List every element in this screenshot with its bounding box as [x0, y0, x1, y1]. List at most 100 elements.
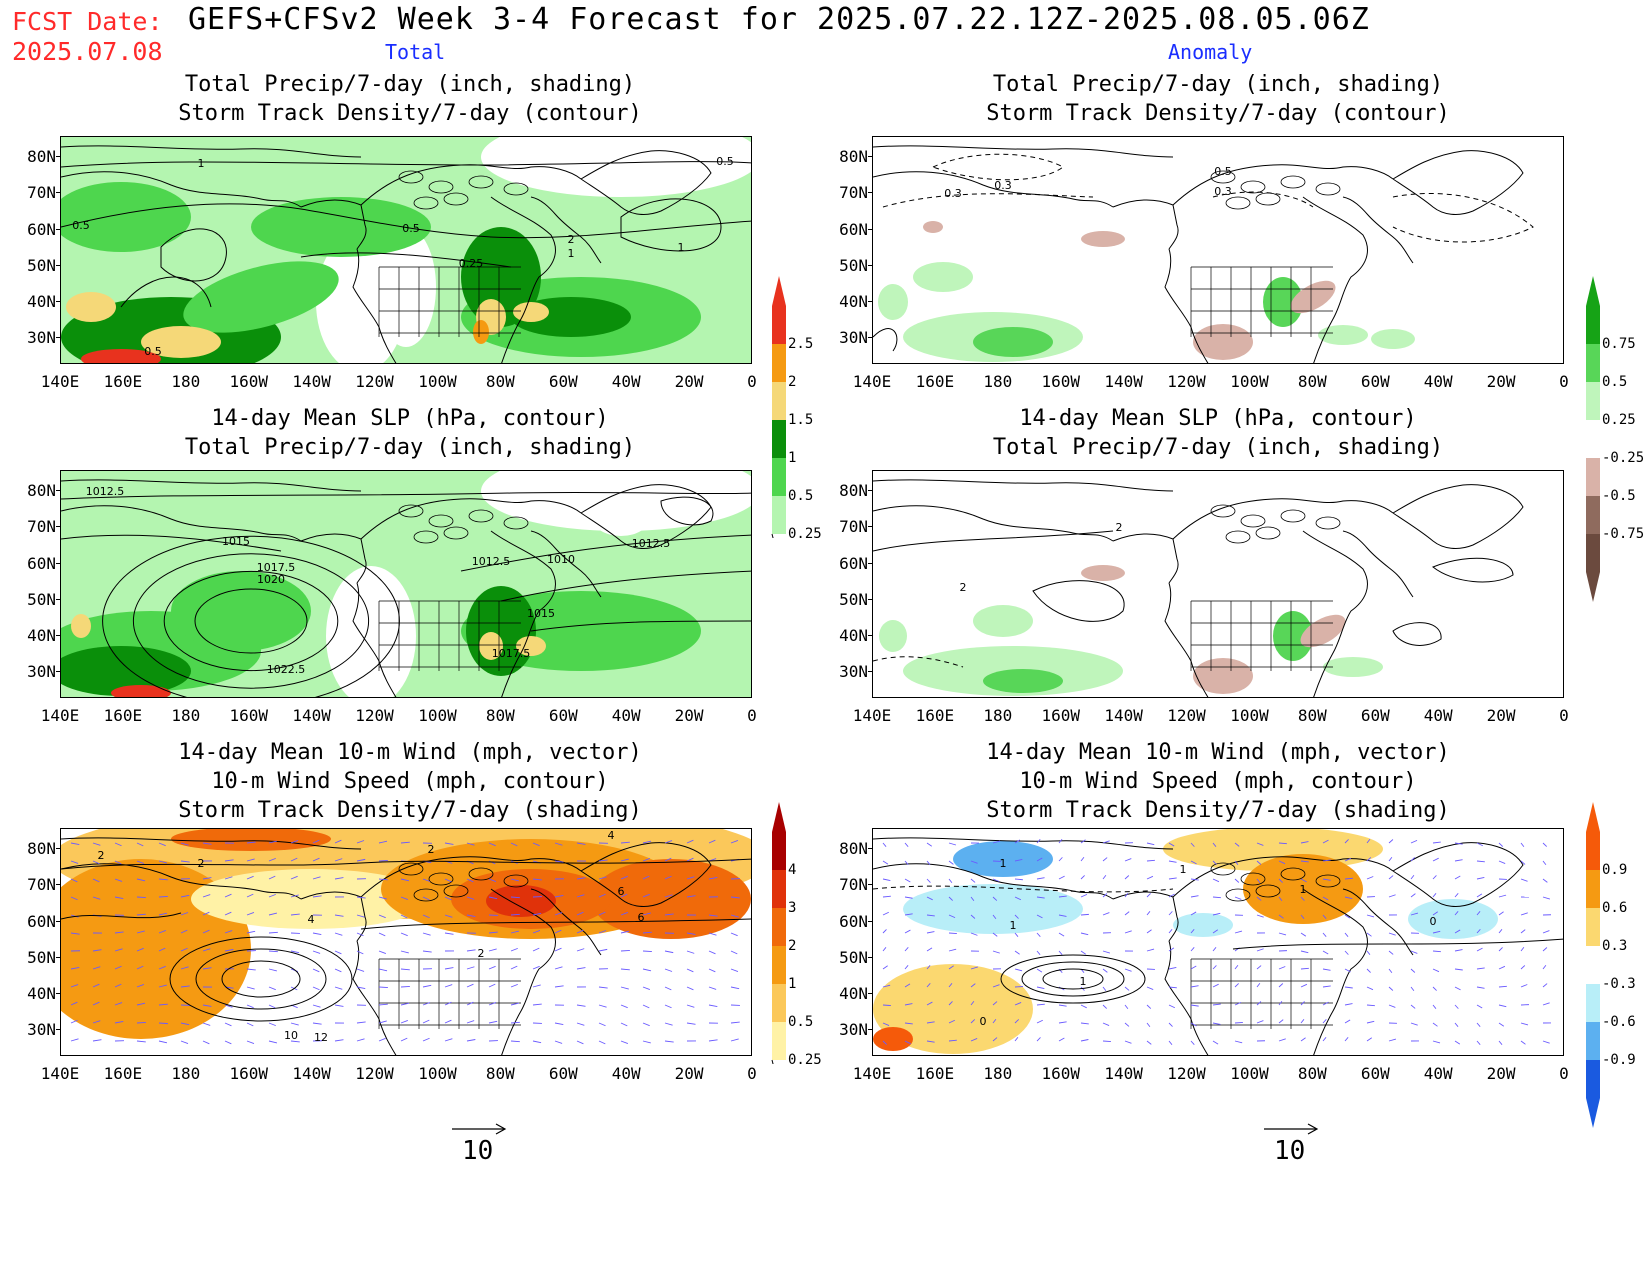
- lat-tick-label: 50N: [839, 256, 868, 275]
- wind-vector: [1102, 1004, 1108, 1009]
- wind-vector: [1366, 950, 1371, 955]
- wind-vector: [444, 878, 452, 883]
- wind-vector: [136, 878, 146, 882]
- contour-label: 2: [568, 233, 575, 246]
- wind-vector: [70, 896, 78, 901]
- lon-tick-label: 160W: [1041, 1064, 1080, 1083]
- wind-vector: [1124, 911, 1130, 916]
- wind-vector: [1432, 1040, 1441, 1044]
- wind-vector: [1520, 965, 1526, 970]
- wind-vector: [268, 968, 277, 972]
- contour-label: 0.25: [459, 257, 484, 270]
- wind-vector: [1102, 912, 1110, 916]
- wind-vector: [1212, 1022, 1221, 1025]
- coastline: [530, 196, 602, 264]
- column-header-total: Total: [385, 40, 446, 64]
- wind-vector: [926, 947, 933, 952]
- wind-vector: [1388, 856, 1393, 862]
- contour-label: 1020: [257, 573, 285, 586]
- wind-vector: [136, 965, 144, 970]
- wind-vector: [290, 1022, 299, 1026]
- lon-tick-label: 100W: [1230, 1064, 1269, 1083]
- wind-vector: [1322, 985, 1331, 988]
- slp-contour: [500, 570, 751, 602]
- precip-shade-1in: [466, 586, 536, 676]
- wind-vector: [926, 965, 931, 970]
- wind-vector: [1410, 986, 1415, 992]
- wind-vector: [1410, 875, 1415, 880]
- lat-tick: [56, 921, 60, 922]
- wind-vector: [1542, 947, 1548, 952]
- wind-vector: [378, 950, 387, 955]
- wind-vector: [488, 878, 497, 882]
- wind-speed-anom-contour: [873, 885, 1174, 893]
- wind-vector: [1520, 1022, 1529, 1026]
- wind-vector: [1190, 947, 1195, 952]
- wind-vector: [1498, 985, 1507, 988]
- wind-vector: [730, 950, 738, 955]
- wind-vector: [136, 842, 144, 847]
- wind-vector: [334, 950, 342, 955]
- contour-label: 1: [1000, 857, 1007, 870]
- lon-tick-label: 20W: [1486, 372, 1516, 391]
- wind-vector: [664, 875, 672, 880]
- wind-vector: [1256, 965, 1262, 970]
- wind-vector: [1080, 932, 1089, 936]
- wind-vector: [992, 914, 997, 920]
- wind-vector: [1190, 878, 1199, 881]
- lat-tick-label: 60N: [27, 912, 56, 931]
- wind-vector: [1146, 1004, 1152, 1009]
- colorbar-label: 1: [788, 976, 797, 992]
- wind-vector: [334, 968, 342, 973]
- wind-vector: [158, 1003, 168, 1006]
- wind-vector: [554, 895, 564, 898]
- wind-vector: [246, 930, 256, 934]
- wind-vector: [686, 1022, 696, 1025]
- wind-vector: [268, 931, 278, 934]
- wind-vector: [1058, 914, 1067, 917]
- colorbar-arrow-bottom: [1586, 1098, 1600, 1128]
- coastline: [352, 940, 397, 1055]
- wind-vector: [356, 1038, 365, 1042]
- colorbar-label: 0.75: [1602, 336, 1636, 352]
- wind-vector: [926, 914, 935, 917]
- wind-vector: [598, 986, 608, 989]
- island-outline: [1280, 175, 1306, 189]
- colorbar-label: 0.5: [1602, 374, 1628, 390]
- contour-label: 2: [98, 849, 105, 862]
- wind-vector: [1190, 929, 1195, 934]
- coastline: [360, 856, 582, 898]
- wind-vector: [926, 1021, 935, 1024]
- wind-vector: [598, 930, 607, 934]
- wind-vector: [488, 1020, 498, 1024]
- island-outline: [1210, 170, 1236, 184]
- wind-vector: [180, 929, 188, 934]
- wind-vector: [246, 875, 254, 880]
- wind-vector: [1300, 932, 1307, 937]
- wind-vector: [378, 1020, 387, 1024]
- map-panel-total-precip-storm: 1 0.5 0.5 0.5 0.25 2 1 1 0.5: [60, 136, 752, 364]
- wind-vector: [1190, 985, 1199, 988]
- colorbar-label: 1: [788, 450, 797, 466]
- precip-anom-positive: [1263, 277, 1303, 327]
- wind-vector: [882, 895, 891, 898]
- wind-vector: [1344, 932, 1349, 937]
- wind-vector: [1256, 1020, 1264, 1024]
- wind-vector: [1278, 860, 1286, 865]
- wind-vector: [1410, 893, 1416, 898]
- wind-vector: [1014, 858, 1023, 862]
- wind-vector: [1058, 1037, 1065, 1042]
- coastline: [1164, 582, 1209, 697]
- lon-tick-label: 140E: [852, 372, 892, 391]
- wind-speed-anom-contour: [1021, 961, 1125, 997]
- wind-vector: [378, 896, 387, 900]
- panel-title-line: 14-day Mean SLP (hPa, contour): [211, 406, 609, 431]
- wind-vector: [70, 1001, 78, 1006]
- wind-vector: [1388, 894, 1396, 898]
- lon-tick-label: 0: [1559, 372, 1569, 391]
- island-outline: [1210, 862, 1236, 876]
- wind-vector: [422, 878, 431, 882]
- colorbar-label: 0.25: [788, 1052, 822, 1068]
- wind-vector: [268, 1004, 276, 1009]
- wind-vector: [642, 1022, 650, 1027]
